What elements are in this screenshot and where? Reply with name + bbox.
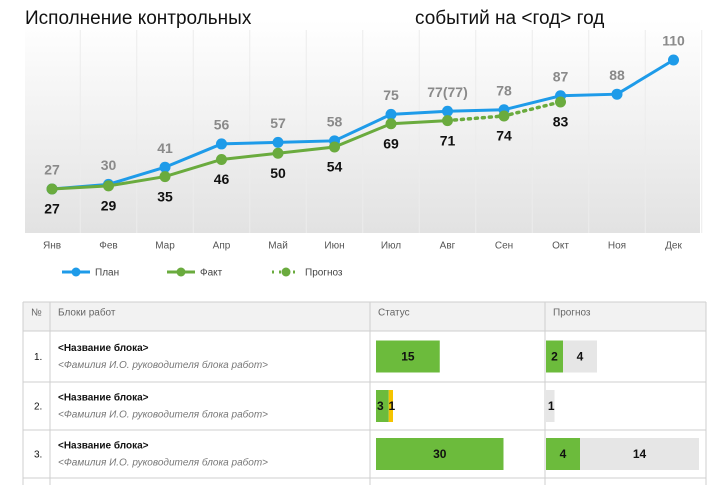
legend-marker <box>71 267 81 277</box>
point <box>216 153 227 165</box>
point <box>46 183 58 195</box>
data-label: 50 <box>270 165 286 181</box>
data-label: 78 <box>496 82 512 98</box>
data-label: 46 <box>214 171 230 187</box>
forecast-bar <box>546 390 555 422</box>
point <box>442 105 453 117</box>
data-label: 58 <box>327 114 343 130</box>
x-tick-label: Июн <box>324 241 344 252</box>
x-tick-label: Дек <box>665 241 682 252</box>
data-label: 57 <box>270 115 286 131</box>
x-tick-label: Авг <box>440 241 456 252</box>
series-line <box>50 119 449 191</box>
block-leader: <Фамилия И.О. руководителя блока работ> <box>58 457 268 469</box>
title: событий на <год> год <box>415 8 604 29</box>
point <box>329 141 340 153</box>
forecast-bar <box>563 340 597 373</box>
forecast-label: 4 <box>560 447 567 461</box>
data-label: 88 <box>609 67 625 83</box>
forecast-bar <box>546 340 563 373</box>
forecast-label: 2 <box>551 350 558 364</box>
line-chart: Янв Фев Мар Апр Май Июн Июл Авг Сен Окт Ноя Дек 27 30… <box>43 30 703 279</box>
data-label: 30 <box>101 157 117 173</box>
x-tick-label: Фев <box>99 241 117 252</box>
data-label: 27 <box>44 201 60 217</box>
block-leader: <Фамилия И.О. руководителя блока работ> <box>58 359 268 371</box>
legend-marker <box>176 267 186 277</box>
data-label: 35 <box>157 188 173 204</box>
point <box>385 108 397 120</box>
point <box>272 147 284 159</box>
status-label: 30 <box>433 447 447 461</box>
point <box>103 180 114 192</box>
status-label: 15 <box>401 350 415 364</box>
column-header: Блоки работ <box>58 307 116 319</box>
data-label: 87 <box>553 68 569 84</box>
title: Исполнение контрольных <box>25 8 252 29</box>
column-header: Статус <box>378 308 410 319</box>
data-label: 69 <box>383 135 399 151</box>
data-label: 74 <box>496 128 512 144</box>
block-leader: <Фамилия И.О. руководителя блока работ> <box>58 409 268 421</box>
legend-marker <box>281 267 291 277</box>
column-header: № <box>31 308 42 319</box>
data-label: 56 <box>214 117 230 133</box>
status-label: 3 <box>377 399 384 413</box>
point <box>555 96 566 108</box>
table: № Блоки работ Статус Прогноз 1. <Название бло… <box>22 301 707 485</box>
legend-label: Факт <box>200 268 223 279</box>
table-header <box>23 302 706 331</box>
point <box>498 110 510 122</box>
point <box>385 118 397 130</box>
point <box>272 136 284 148</box>
data-label: 77(77) <box>427 84 467 100</box>
data-label: 71 <box>440 132 456 148</box>
point <box>159 161 171 173</box>
block-name: <Название блока> <box>58 392 149 404</box>
forecast-label: 1 <box>548 399 555 413</box>
x-tick-label: Мар <box>155 241 175 252</box>
data-label: 75 <box>383 87 399 103</box>
status-bar <box>376 438 504 470</box>
column-header: Прогноз <box>553 308 591 319</box>
x-tick-label: Окт <box>552 241 569 252</box>
point <box>216 138 227 150</box>
forecast-label: 4 <box>577 350 584 364</box>
x-tick-label: Янв <box>43 241 61 252</box>
status-bar <box>388 390 393 422</box>
forecast-bar <box>580 438 699 470</box>
data-label: 110 <box>662 33 685 49</box>
row-number: 2. <box>34 402 42 413</box>
block-name: <Название блока> <box>58 440 149 452</box>
forecast-label: 14 <box>633 447 647 461</box>
x-tick-label: Ноя <box>608 241 626 252</box>
data-label: 29 <box>101 198 117 214</box>
data-label: 41 <box>157 140 173 156</box>
legend-label: План <box>95 268 119 279</box>
status-bar <box>376 390 389 422</box>
point <box>159 171 171 183</box>
point <box>611 88 623 100</box>
point <box>668 54 679 66</box>
series-line <box>50 58 675 191</box>
data-label: 83 <box>553 114 569 130</box>
x-tick-label: Сен <box>495 241 513 252</box>
block-name: <Название блока> <box>58 342 149 354</box>
row-number: 3. <box>34 450 42 461</box>
legend-label: Прогноз <box>305 268 343 279</box>
data-label: 54 <box>327 159 343 175</box>
status-bar <box>376 340 440 373</box>
row-number: 1. <box>34 352 42 363</box>
data-label: 27 <box>44 162 60 178</box>
x-tick-label: Май <box>268 241 288 252</box>
x-tick-label: Июл <box>381 241 401 252</box>
status-label: 1 <box>389 399 396 413</box>
forecast-bar <box>546 438 580 470</box>
x-tick-label: Апр <box>213 241 231 252</box>
